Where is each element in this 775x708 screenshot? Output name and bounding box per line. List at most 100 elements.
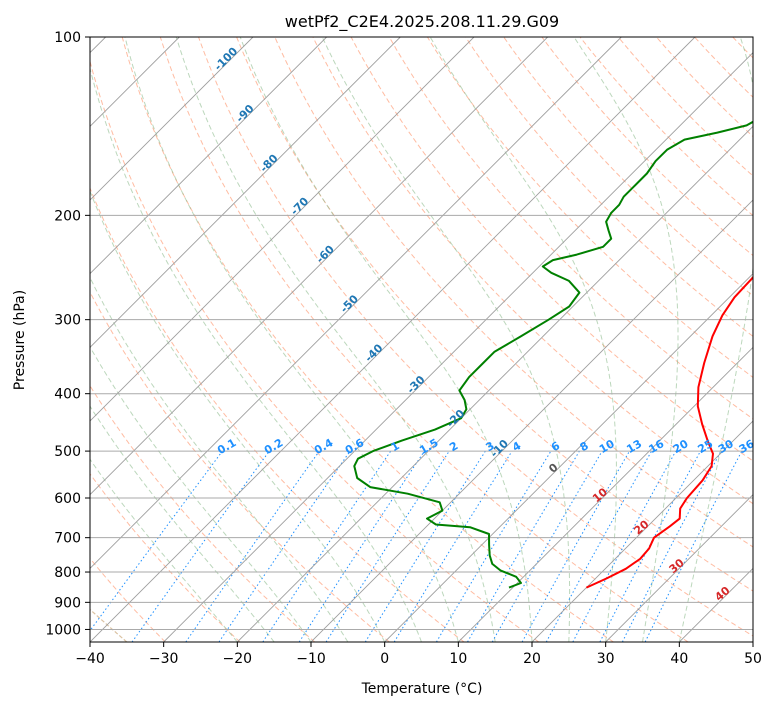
isotherm xyxy=(310,199,753,642)
moist-adiabat xyxy=(124,37,459,642)
mixing-ratio-line xyxy=(435,450,552,642)
dry-adiabat xyxy=(121,37,614,642)
mixing-ratio-line xyxy=(393,450,513,642)
mixing-ratio-line xyxy=(545,450,653,642)
mixing-ratio-label: 10 xyxy=(597,437,617,456)
x-tick-label: 0 xyxy=(380,651,389,667)
moist-adiabat xyxy=(90,346,312,642)
mixing-ratio-line xyxy=(131,450,270,642)
isotherm xyxy=(752,641,753,642)
mixing-ratio-line xyxy=(621,450,722,642)
chart-title: wetPf2_C2E4.2025.208.11.29.G09 xyxy=(285,12,559,32)
moist-adiabat xyxy=(573,37,679,642)
mixing-ratio-label: 0.6 xyxy=(343,436,367,457)
y-tick-label: 300 xyxy=(54,313,81,329)
moist-adiabat xyxy=(90,405,275,642)
x-tick-label: −40 xyxy=(75,651,105,667)
x-tick-label: 20 xyxy=(523,651,541,667)
isotherm xyxy=(458,346,753,642)
moist-adiabat xyxy=(90,458,238,642)
mixing-ratio-label: 2 xyxy=(447,439,460,454)
dewpoint-line xyxy=(353,120,753,589)
x-tick-label: −10 xyxy=(296,651,326,667)
y-tick-label: 600 xyxy=(54,491,81,507)
isotherm-label: -50 xyxy=(338,292,361,315)
dry-adiabat xyxy=(426,37,753,379)
dry-adiabat xyxy=(503,37,753,297)
moist-adiabat-label: 40 xyxy=(712,584,732,604)
dry-adiabat xyxy=(465,37,753,338)
moist-adiabat xyxy=(678,37,753,642)
mixing-ratio-label: 1.5 xyxy=(417,436,440,457)
moist-adiabat xyxy=(175,37,496,642)
isotherm xyxy=(90,37,327,275)
isotherm xyxy=(384,273,753,642)
mixing-ratio-line xyxy=(218,450,351,642)
mixing-ratio-line xyxy=(572,450,677,642)
temperature-line xyxy=(585,275,753,589)
mixing-ratio-label: 6 xyxy=(549,439,562,454)
y-tick-label: 400 xyxy=(54,387,81,403)
isotherm xyxy=(679,567,753,642)
dry-adiabat xyxy=(274,37,753,548)
isotherm xyxy=(90,37,696,642)
dry-adiabat xyxy=(771,37,775,642)
y-axis-label: Pressure (hPa) xyxy=(12,290,28,390)
dry-adiabat xyxy=(350,37,753,462)
profile-lines xyxy=(353,120,753,589)
dry-adiabat xyxy=(656,37,753,138)
moist-adiabat-label: 20 xyxy=(631,517,651,537)
background-lines xyxy=(90,37,775,642)
dry-adiabat xyxy=(90,59,540,642)
dry-adiabat xyxy=(159,37,689,642)
x-tick-label: −30 xyxy=(149,651,179,667)
mixing-ratio-label: 8 xyxy=(578,439,591,454)
mixing-ratio-label: 36 xyxy=(737,437,757,456)
dry-adiabat xyxy=(388,37,753,420)
isotherm-label: -40 xyxy=(362,341,385,364)
mixing-ratio-line xyxy=(364,450,486,642)
isotherm xyxy=(237,125,753,642)
mixing-ratio-line xyxy=(185,450,320,642)
mixing-ratio-label: 4 xyxy=(510,439,523,454)
isotherm-label: -30 xyxy=(404,373,427,396)
isotherm xyxy=(90,37,254,201)
x-axis: −40 −30 −20 −10 0 10 20 30 40 50 xyxy=(75,642,762,667)
mixing-ratio-label: 0.4 xyxy=(312,436,336,457)
moist-adiabat xyxy=(429,37,617,642)
x-axis-label: Temperature (°C) xyxy=(361,681,483,697)
isotherm xyxy=(531,420,753,642)
moist-adiabat-label: 10 xyxy=(590,485,610,505)
dry-adiabat xyxy=(236,37,753,592)
annotations: -100-90-80-70-60-50-40-30-20-100.1 0.2 0.4… xyxy=(212,44,757,603)
moist-adiabat-label: 30 xyxy=(667,556,687,576)
x-tick-label: −20 xyxy=(223,651,253,667)
y-tick-label: 700 xyxy=(54,531,81,547)
y-tick-label: 500 xyxy=(54,444,81,460)
plot-frame xyxy=(89,36,754,643)
mixing-ratio-label: 0.2 xyxy=(262,436,285,457)
mixing-ratio-line xyxy=(298,450,425,642)
isotherm xyxy=(90,37,401,348)
y-tick-label: 800 xyxy=(54,565,81,581)
moist-adiabat xyxy=(90,276,349,642)
isotherm-label: -80 xyxy=(257,152,280,175)
moist-adiabat xyxy=(90,189,386,642)
mixing-ratio-label: 20 xyxy=(671,437,691,456)
mixing-ratio-label: 30 xyxy=(716,437,736,456)
y-tick-label: 1000 xyxy=(45,622,81,638)
y-tick-label: 200 xyxy=(54,208,81,224)
y-tick-label: 100 xyxy=(54,30,81,46)
isotherm xyxy=(163,52,753,642)
x-tick-label: 30 xyxy=(597,651,615,667)
grid xyxy=(90,37,753,642)
mixing-ratio-line xyxy=(521,450,630,642)
mixing-ratio-label: 16 xyxy=(647,437,667,456)
isotherm-label: -70 xyxy=(288,194,311,217)
y-tick-label: 900 xyxy=(54,595,81,611)
mixing-ratio-line xyxy=(644,450,743,642)
isotherm xyxy=(90,37,475,422)
y-axis: 100 200 300 400 500 600 700 800 900 1000 xyxy=(45,30,90,638)
moist-adiabat xyxy=(239,37,533,642)
